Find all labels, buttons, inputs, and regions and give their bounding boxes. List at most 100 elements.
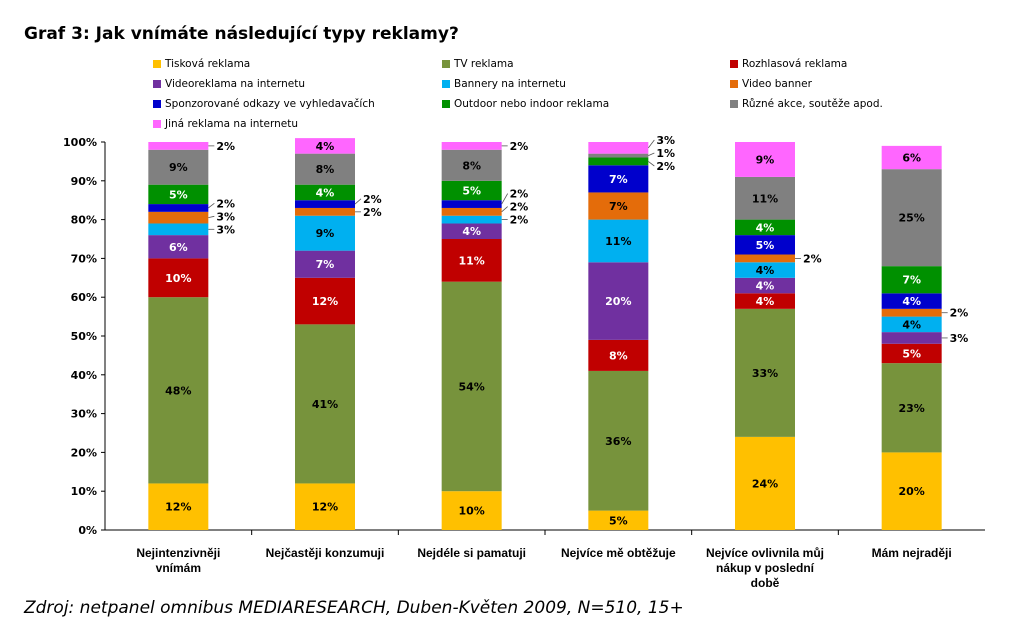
bar-segment xyxy=(148,142,209,150)
label-leader xyxy=(648,139,655,149)
legend-label: Video banner xyxy=(742,78,812,90)
bar-segment xyxy=(295,184,355,201)
data-label: 3% xyxy=(216,223,235,236)
x-tick-label: nákup v poslední xyxy=(716,561,815,575)
data-label: 4% xyxy=(902,318,921,331)
data-label: 36% xyxy=(605,435,631,448)
y-tick-label: 80% xyxy=(71,214,97,227)
bar-segment xyxy=(881,452,942,530)
data-label: 10% xyxy=(165,272,191,285)
bar-segment xyxy=(881,308,942,317)
data-label: 2% xyxy=(216,197,235,210)
y-tick-label: 60% xyxy=(71,291,97,304)
y-tick-label: 50% xyxy=(71,330,97,343)
data-label: 3% xyxy=(656,134,675,147)
data-label: 5% xyxy=(462,185,481,198)
legend-label: Videoreklama na internetu xyxy=(165,78,305,90)
bar-segment xyxy=(735,254,795,263)
data-label: 2% xyxy=(950,307,969,320)
data-label: 6% xyxy=(902,152,921,165)
legend-label: Sponzorované odkazy ve vyhledavačích xyxy=(165,98,375,110)
x-tick-label: Nejdéle si pamatuji xyxy=(417,546,526,560)
bar-segment xyxy=(148,184,209,205)
data-label: 4% xyxy=(756,221,775,234)
legend-item: Video banner xyxy=(730,78,812,90)
legend-swatch xyxy=(730,100,738,108)
legend-swatch xyxy=(153,60,161,68)
x-tick-label: Nejvíce ovlivnila můj xyxy=(706,546,824,560)
data-label: 2% xyxy=(803,252,822,265)
data-label: 33% xyxy=(752,367,778,380)
data-label: 9% xyxy=(316,227,335,240)
data-label: 6% xyxy=(169,241,188,254)
bar-segment xyxy=(295,483,355,530)
data-label: 7% xyxy=(316,258,335,271)
bar-segment xyxy=(441,180,502,201)
data-label: 4% xyxy=(756,280,775,293)
bar-segment xyxy=(441,142,502,150)
legend-swatch xyxy=(153,120,161,128)
bar-segment xyxy=(735,219,795,236)
bar-segment xyxy=(881,343,942,364)
data-label: 23% xyxy=(898,402,924,415)
data-label: 5% xyxy=(169,188,188,201)
bar-segment xyxy=(735,293,795,309)
data-label: 48% xyxy=(165,384,191,397)
bar-segment xyxy=(588,219,649,263)
y-tick-label: 70% xyxy=(71,252,97,265)
data-label: 8% xyxy=(609,349,628,362)
source-note: Zdroj: netpanel omnibus MEDIARESEARCH, D… xyxy=(24,598,684,618)
data-label: 20% xyxy=(898,485,924,498)
legend-label: Outdoor nebo indoor reklama xyxy=(454,98,610,110)
y-tick-label: 100% xyxy=(63,136,97,149)
bar-segment xyxy=(735,235,795,255)
bar-segment xyxy=(148,297,209,484)
label-leader xyxy=(208,215,215,219)
data-label: 11% xyxy=(752,192,778,205)
data-label: 5% xyxy=(609,514,628,527)
legend-item: TV reklama xyxy=(442,58,514,70)
data-label: 25% xyxy=(898,212,924,225)
data-label: 9% xyxy=(756,153,775,166)
bar-segment xyxy=(588,142,649,154)
y-tick-label: 20% xyxy=(71,446,97,459)
data-label: 5% xyxy=(902,347,921,360)
label-leader xyxy=(501,193,509,205)
bar-segment xyxy=(735,277,795,294)
data-label: 9% xyxy=(169,161,188,174)
data-label: 24% xyxy=(752,477,778,490)
bar-segment xyxy=(588,153,649,158)
bar-segment xyxy=(735,142,795,177)
bar-segment xyxy=(881,332,942,344)
data-label: 10% xyxy=(458,505,484,518)
bar-segment xyxy=(588,339,649,371)
data-label: 2% xyxy=(216,140,235,153)
data-label: 2% xyxy=(510,214,529,227)
bar-segment xyxy=(441,215,502,224)
bar-segment xyxy=(588,157,649,166)
bar-segment xyxy=(588,192,649,220)
bar-segment xyxy=(441,223,502,239)
data-label: 3% xyxy=(950,332,969,345)
data-label: 4% xyxy=(316,140,335,153)
bar-segment xyxy=(881,169,942,267)
bar-segment xyxy=(295,207,355,216)
legend-swatch xyxy=(153,100,161,108)
legend-item: Sponzorované odkazy ve vyhledavačích xyxy=(153,98,375,110)
bar-segment xyxy=(441,207,502,216)
y-tick-label: 90% xyxy=(71,175,97,188)
bar-segment xyxy=(881,145,942,170)
data-label: 2% xyxy=(510,188,529,201)
bar-segment xyxy=(148,235,209,259)
bar-segment xyxy=(588,165,649,193)
legend-swatch xyxy=(442,60,450,68)
data-label: 4% xyxy=(316,186,335,199)
legend-label: Různé akce, soutěže apod. xyxy=(742,98,883,110)
x-tick-label: Nejčastěji konzumuji xyxy=(266,546,385,560)
bar-segment xyxy=(295,277,355,325)
label-leader xyxy=(501,206,508,213)
data-label: 41% xyxy=(312,398,338,411)
bar-segment xyxy=(588,510,649,530)
legend-label: TV reklama xyxy=(454,58,514,70)
legend-label: Jiná reklama na internetu xyxy=(165,118,299,130)
